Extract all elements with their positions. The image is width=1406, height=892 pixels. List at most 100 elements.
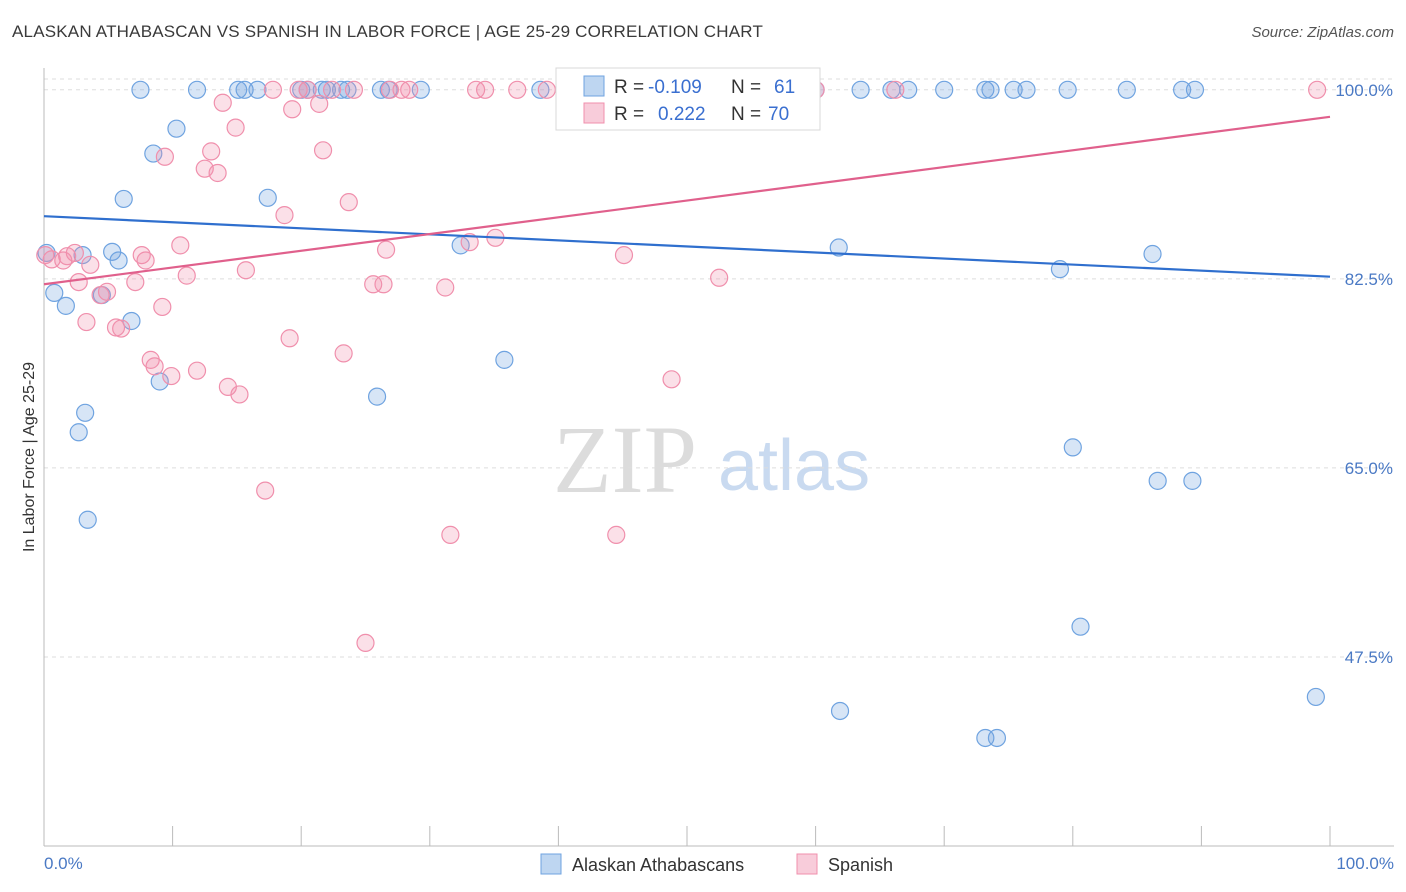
data-point-alaskan-athabascan bbox=[899, 80, 918, 99]
legend-r-value-1: -0.109 bbox=[648, 77, 702, 98]
legend-r-value-2: 0.222 bbox=[658, 104, 706, 125]
data-point-spanish bbox=[508, 80, 527, 99]
data-point-spanish bbox=[441, 525, 460, 544]
trend-line-alaskan-athabascans bbox=[43, 215, 1331, 278]
data-point-alaskan-athabascan bbox=[367, 387, 387, 406]
data-point-alaskan-athabascan bbox=[829, 238, 848, 257]
data-point-alaskan-athabascan bbox=[495, 350, 514, 369]
data-point-alaskan-athabascan bbox=[76, 403, 95, 422]
data-point-spanish bbox=[614, 245, 634, 265]
data-point-spanish bbox=[344, 80, 364, 99]
data-point-alaskan-athabascan bbox=[187, 80, 207, 99]
data-point-spanish bbox=[275, 206, 294, 225]
correlation-legend: R = -0.109 N = 61 R = 0.222 N = 70 bbox=[555, 67, 821, 131]
data-point-alaskan-athabascan bbox=[531, 80, 550, 99]
data-point-spanish bbox=[69, 272, 88, 292]
data-point-alaskan-athabascan bbox=[987, 728, 1007, 748]
legend-n-label-1: N = bbox=[731, 77, 761, 98]
data-point-alaskan-athabascan bbox=[830, 701, 850, 721]
x-tick-label-start: 0.0% bbox=[44, 854, 83, 873]
data-point-spanish bbox=[187, 361, 207, 380]
data-point-spanish bbox=[97, 282, 117, 301]
data-point-alaskan-athabascan bbox=[167, 119, 186, 138]
data-point-spanish bbox=[236, 261, 256, 280]
data-point-spanish bbox=[364, 275, 383, 294]
data-point-spanish bbox=[162, 366, 181, 386]
legend-swatch-pink bbox=[583, 102, 605, 124]
data-point-spanish bbox=[81, 255, 100, 274]
data-point-spanish bbox=[126, 272, 145, 292]
data-point-spanish bbox=[112, 319, 131, 338]
data-point-alaskan-athabascan bbox=[1185, 80, 1205, 99]
bottom-legend-swatch-blue bbox=[540, 853, 562, 875]
legend-n-value-2: 70 bbox=[768, 104, 789, 125]
data-point-spanish bbox=[230, 385, 249, 404]
data-point-alaskan-athabascan bbox=[935, 80, 954, 99]
trend-lines bbox=[43, 115, 1331, 286]
data-point-spanish bbox=[400, 80, 419, 99]
data-point-alaskan-athabascan bbox=[1117, 80, 1136, 99]
data-point-alaskan-athabascan bbox=[1017, 80, 1036, 99]
y-tick-label: 82.5% bbox=[1345, 270, 1393, 289]
data-point-spanish bbox=[607, 525, 626, 544]
data-point-spanish bbox=[202, 142, 221, 161]
data-point-spanish bbox=[153, 297, 172, 317]
data-point-spanish bbox=[263, 80, 283, 99]
data-point-spanish bbox=[662, 370, 681, 389]
y-tick-label: 65.0% bbox=[1345, 459, 1393, 478]
data-point-alaskan-athabascan bbox=[114, 189, 133, 209]
chart-title: ALASKAN ATHABASCAN VS SPANISH IN LABOR F… bbox=[12, 22, 764, 41]
data-point-spanish bbox=[171, 236, 190, 255]
data-point-spanish bbox=[710, 268, 729, 287]
legend-r-label-2: R = bbox=[614, 104, 644, 125]
series-spanish bbox=[36, 80, 1327, 653]
data-point-alaskan-athabascan bbox=[1306, 687, 1325, 707]
x-tick-label-end: 100.0% bbox=[1336, 854, 1394, 873]
data-point-spanish bbox=[322, 80, 342, 99]
data-point-alaskan-athabascan bbox=[1063, 438, 1082, 457]
data-point-spanish bbox=[310, 94, 329, 113]
legend-n-value-1: 61 bbox=[774, 77, 795, 98]
data-point-spanish bbox=[213, 93, 232, 112]
data-point-spanish bbox=[334, 344, 353, 363]
data-point-alaskan-athabascan bbox=[1173, 80, 1192, 99]
data-point-spanish bbox=[392, 80, 411, 99]
gridlines bbox=[44, 78, 1394, 658]
trend-line-spanish bbox=[43, 115, 1331, 286]
data-point-spanish bbox=[145, 357, 164, 376]
data-point-alaskan-athabascan bbox=[69, 423, 88, 442]
data-point-alaskan-athabascan bbox=[1058, 80, 1077, 99]
data-point-spanish bbox=[208, 163, 227, 183]
data-point-alaskan-athabascan bbox=[312, 80, 331, 99]
data-point-alaskan-athabascan bbox=[338, 80, 357, 99]
data-point-alaskan-athabascan bbox=[317, 80, 337, 99]
y-axis-label: In Labor Force | Age 25-29 bbox=[21, 362, 38, 552]
data-point-alaskan-athabascan bbox=[1183, 471, 1202, 490]
x-ticks bbox=[43, 826, 1331, 846]
watermark-zip: ZIP bbox=[553, 406, 697, 513]
data-point-spanish bbox=[177, 266, 196, 285]
data-point-alaskan-athabascan bbox=[78, 510, 97, 529]
data-point-spanish bbox=[155, 147, 174, 166]
legend-box bbox=[555, 67, 821, 131]
data-point-spanish bbox=[256, 481, 275, 500]
chart-source: Source: ZipAtlas.com bbox=[1251, 24, 1394, 41]
data-point-alaskan-athabascan bbox=[248, 80, 267, 99]
data-point-alaskan-athabascan bbox=[122, 311, 141, 331]
data-point-spanish bbox=[339, 193, 358, 212]
y-tick-label: 47.5% bbox=[1345, 648, 1393, 667]
data-point-alaskan-athabascan bbox=[1148, 471, 1167, 490]
data-point-spanish bbox=[313, 141, 333, 160]
data-point-alaskan-athabascan bbox=[976, 80, 995, 99]
y-tick-label: 100.0% bbox=[1335, 81, 1393, 100]
data-point-spanish bbox=[1308, 80, 1327, 99]
axes bbox=[43, 68, 1394, 847]
series-legend: Alaskan Athabascans Spanish bbox=[540, 853, 893, 875]
data-point-alaskan-athabascan bbox=[56, 296, 75, 315]
y-tick-labels: 47.5% 65.0% 82.5% 100.0% bbox=[1335, 81, 1393, 667]
data-point-alaskan-athabascan bbox=[109, 251, 128, 270]
data-point-spanish bbox=[280, 329, 299, 348]
data-point-spanish bbox=[77, 312, 96, 332]
data-point-alaskan-athabascan bbox=[1071, 617, 1090, 636]
